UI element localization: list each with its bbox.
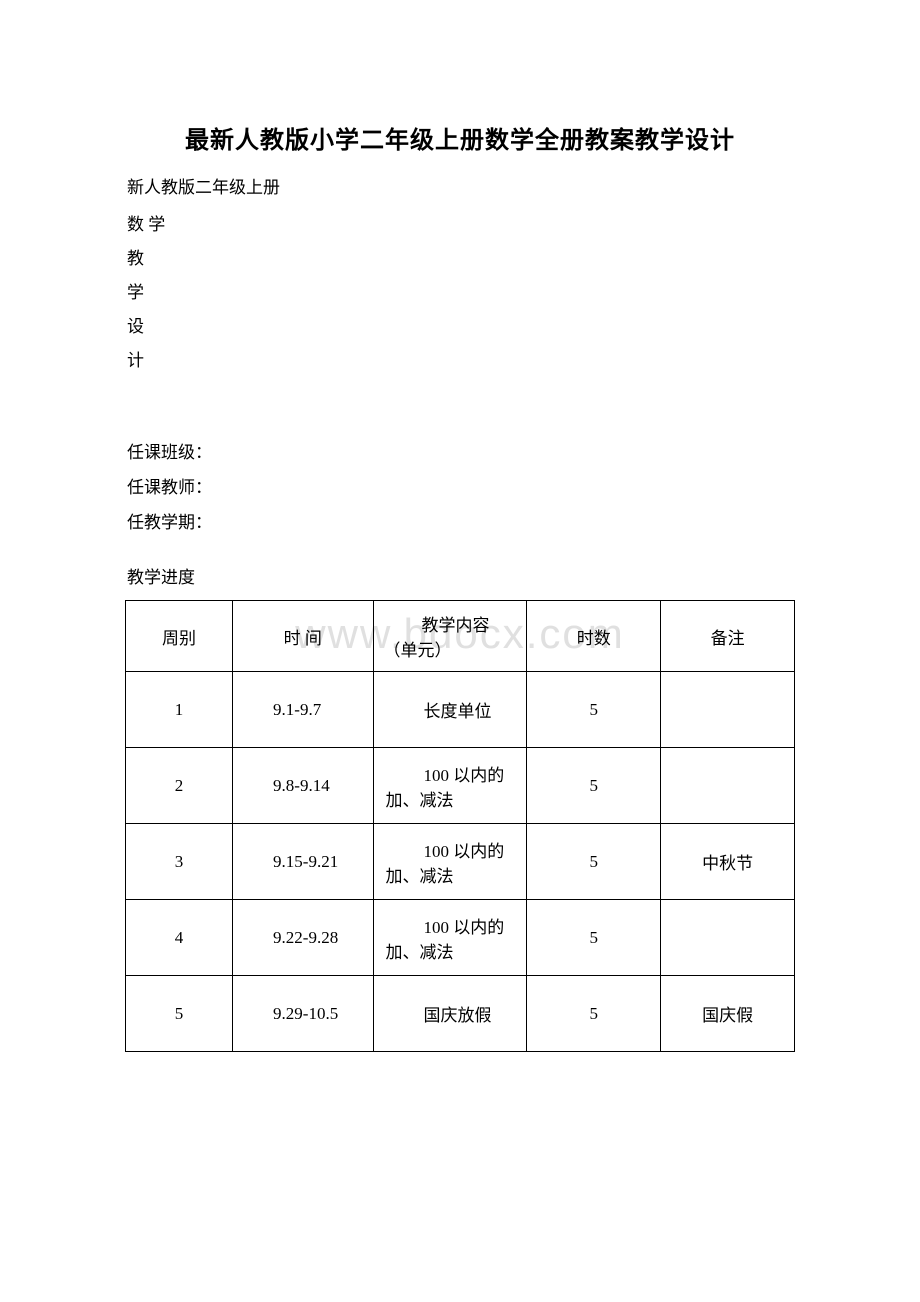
cell-time: 9.1-9.7 bbox=[233, 672, 373, 748]
info-class-label: 任课班级： bbox=[125, 438, 795, 463]
cell-week: 1 bbox=[126, 672, 233, 748]
col-header-week: 周别 bbox=[126, 601, 233, 672]
cell-content: 100 以内的加、减法 bbox=[373, 900, 527, 976]
cell-hours: 5 bbox=[527, 900, 661, 976]
cell-week: 3 bbox=[126, 824, 233, 900]
cell-notes: 国庆假 bbox=[661, 976, 795, 1052]
schedule-table: 周别 时 间 教学内容（单元） 时数 备注 1 9.1-9.7 长度单位 5 2… bbox=[125, 600, 795, 1052]
vertical-label-3: 设 bbox=[125, 310, 795, 344]
table-row: 5 9.29-10.5 国庆放假 5 国庆假 bbox=[126, 976, 795, 1052]
cell-content: 100 以内的加、减法 bbox=[373, 748, 527, 824]
vertical-label-2: 学 bbox=[125, 276, 795, 310]
table-row: 4 9.22-9.28 100 以内的加、减法 5 bbox=[126, 900, 795, 976]
cell-notes bbox=[661, 748, 795, 824]
vertical-label-1: 教 bbox=[125, 242, 795, 276]
cell-notes bbox=[661, 672, 795, 748]
cell-content: 长度单位 bbox=[373, 672, 527, 748]
info-semester-label: 任教学期： bbox=[125, 508, 795, 533]
cell-week: 4 bbox=[126, 900, 233, 976]
cell-hours: 5 bbox=[527, 672, 661, 748]
cell-time: 9.15-9.21 bbox=[233, 824, 373, 900]
cell-week: 2 bbox=[126, 748, 233, 824]
cell-content: 100 以内的加、减法 bbox=[373, 824, 527, 900]
cell-notes: 中秋节 bbox=[661, 824, 795, 900]
cell-time: 9.29-10.5 bbox=[233, 976, 373, 1052]
table-row: 3 9.15-9.21 100 以内的加、减法 5 中秋节 bbox=[126, 824, 795, 900]
cell-hours: 5 bbox=[527, 748, 661, 824]
cell-time: 9.22-9.28 bbox=[233, 900, 373, 976]
table-row: 1 9.1-9.7 长度单位 5 bbox=[126, 672, 795, 748]
col-header-content: 教学内容（单元） bbox=[373, 601, 527, 672]
cell-week: 5 bbox=[126, 976, 233, 1052]
col-header-hours: 时数 bbox=[527, 601, 661, 672]
table-header-row: 周别 时 间 教学内容（单元） 时数 备注 bbox=[126, 601, 795, 672]
col-header-notes: 备注 bbox=[661, 601, 795, 672]
table-row: 2 9.8-9.14 100 以内的加、减法 5 bbox=[126, 748, 795, 824]
col-header-time: 时 间 bbox=[233, 601, 373, 672]
cell-hours: 5 bbox=[527, 976, 661, 1052]
vertical-label-4: 计 bbox=[125, 344, 795, 378]
vertical-label-0: 数 学 bbox=[125, 208, 795, 242]
cell-hours: 5 bbox=[527, 824, 661, 900]
info-teacher-label: 任课教师： bbox=[125, 473, 795, 498]
cell-content: 国庆放假 bbox=[373, 976, 527, 1052]
section-label: 教学进度 bbox=[125, 563, 795, 588]
document-title: 最新人教版小学二年级上册数学全册教案教学设计 bbox=[125, 120, 795, 155]
document-subtitle: 新人教版二年级上册 bbox=[125, 173, 795, 198]
cell-notes bbox=[661, 900, 795, 976]
cell-time: 9.8-9.14 bbox=[233, 748, 373, 824]
